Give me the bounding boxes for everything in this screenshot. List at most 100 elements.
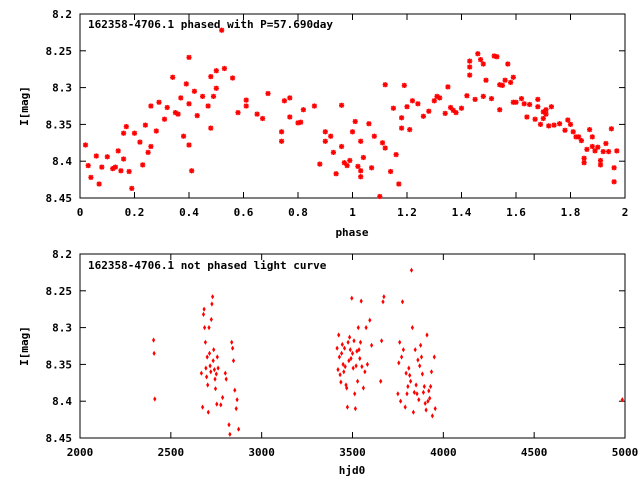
data-point xyxy=(207,73,215,80)
data-point xyxy=(203,325,207,331)
x-tick-label: 5000 xyxy=(612,446,639,459)
data-point xyxy=(534,96,542,103)
data-point xyxy=(398,339,402,345)
data-point xyxy=(610,164,618,172)
data-point xyxy=(414,382,418,388)
data-point xyxy=(404,370,408,376)
data-point xyxy=(216,365,220,371)
data-point xyxy=(297,118,305,126)
data-point xyxy=(534,103,542,110)
data-point xyxy=(458,104,465,112)
y-tick-label: 8.4 xyxy=(52,155,72,168)
data-point xyxy=(399,398,403,404)
data-point xyxy=(213,386,218,392)
x-axis-label: hjd0 xyxy=(339,464,366,477)
data-point xyxy=(224,376,228,382)
data-point xyxy=(420,113,427,120)
data-point xyxy=(212,67,220,74)
data-point xyxy=(152,337,156,343)
data-point xyxy=(381,144,389,152)
data-point xyxy=(234,109,242,116)
data-point xyxy=(436,94,444,102)
data-point xyxy=(185,141,193,149)
data-point xyxy=(564,116,572,124)
y-axis-label: I[mag] xyxy=(18,86,31,126)
data-point xyxy=(501,76,509,84)
data-point xyxy=(425,332,429,338)
data-point xyxy=(259,115,266,122)
data-point xyxy=(479,60,487,68)
data-point xyxy=(221,65,228,72)
x-tick-label: 1 xyxy=(349,206,356,219)
y-tick-label: 8.45 xyxy=(46,192,73,205)
data-point xyxy=(376,193,384,200)
data-point xyxy=(368,164,375,172)
data-point xyxy=(327,132,335,140)
y-tick-label: 8.25 xyxy=(46,45,73,58)
data-point xyxy=(400,299,405,305)
data-point xyxy=(230,339,234,345)
data-point xyxy=(211,358,215,364)
data-point xyxy=(575,133,582,141)
data-point xyxy=(396,391,400,397)
data-point xyxy=(316,160,324,168)
data-point xyxy=(212,367,216,373)
data-point xyxy=(466,63,474,71)
x-tick-label: 2000 xyxy=(67,446,94,459)
data-point xyxy=(264,90,272,97)
data-point xyxy=(405,391,409,397)
data-point xyxy=(424,407,428,413)
data-point xyxy=(144,149,152,156)
data-point xyxy=(348,347,352,353)
data-point xyxy=(169,74,177,81)
data-point xyxy=(395,180,403,188)
data-point xyxy=(253,110,261,118)
data-point xyxy=(221,394,225,401)
data-point xyxy=(229,74,236,82)
y-tick-label: 8.3 xyxy=(52,82,72,95)
data-point xyxy=(360,154,367,161)
data-point xyxy=(415,391,419,397)
data-point xyxy=(413,347,417,353)
data-point xyxy=(509,74,517,81)
data-point xyxy=(214,371,218,377)
data-point xyxy=(352,338,356,344)
x-tick-label: 3000 xyxy=(248,446,275,459)
data-points xyxy=(82,26,621,200)
data-point xyxy=(537,121,544,128)
data-point xyxy=(337,332,341,338)
data-point xyxy=(496,106,504,113)
data-point xyxy=(348,334,352,340)
x-tick-label: 0 xyxy=(77,206,84,219)
data-point xyxy=(120,155,127,163)
data-point xyxy=(358,339,363,345)
data-point xyxy=(354,163,362,170)
y-tick-label: 8.35 xyxy=(46,118,73,131)
data-point xyxy=(208,363,212,369)
data-point xyxy=(474,50,482,57)
data-point xyxy=(209,316,213,323)
data-point xyxy=(409,267,414,273)
data-point xyxy=(136,138,144,146)
data-point xyxy=(361,385,365,391)
data-point xyxy=(174,110,182,118)
data-point xyxy=(518,95,525,102)
x-tick-label: 1.8 xyxy=(561,206,581,219)
data-point xyxy=(397,360,401,366)
data-point xyxy=(569,128,577,136)
data-point xyxy=(207,350,212,356)
data-point xyxy=(381,81,389,88)
data-point xyxy=(360,364,364,370)
data-point xyxy=(370,132,378,140)
data-point xyxy=(414,100,422,108)
data-point xyxy=(540,115,547,122)
data-point xyxy=(400,82,408,89)
data-point xyxy=(147,102,155,110)
data-point xyxy=(153,396,157,402)
data-point xyxy=(237,426,241,432)
data-point xyxy=(550,121,558,129)
data-point xyxy=(120,129,127,137)
data-point xyxy=(281,97,288,105)
ticks: 2000 2500 3000 3500 4000 4500 5000 8.2 8.25 8.3 8.… xyxy=(46,248,639,459)
